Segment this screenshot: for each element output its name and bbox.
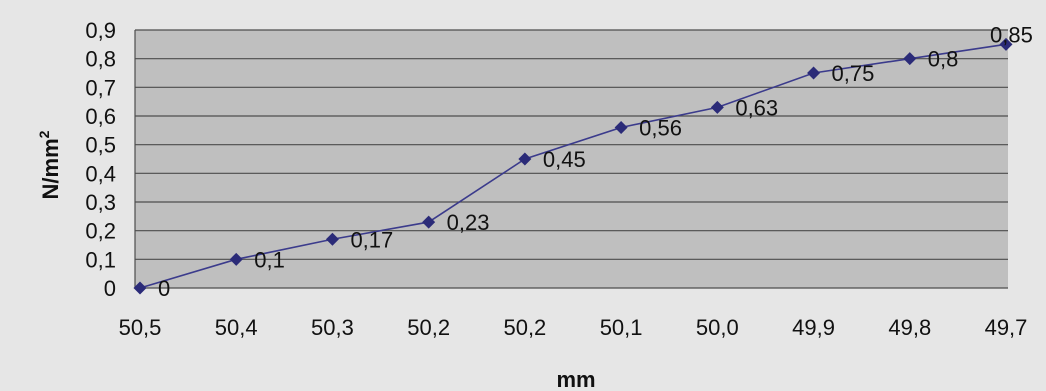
data-point-marker (807, 66, 821, 80)
gridlines (134, 29, 1008, 289)
data-point-marker (710, 100, 724, 114)
x-tick-label: 49,8 (888, 315, 931, 340)
y-axis-title-base: N/mm (38, 138, 63, 199)
data-label: 0,8 (928, 47, 959, 72)
data-label: 0,45 (543, 147, 586, 172)
x-tick-label: 49,7 (985, 315, 1028, 340)
data-label: 0,23 (447, 210, 490, 235)
y-axis-title: N/mm2 (36, 130, 63, 199)
x-tick-label: 50,0 (696, 315, 739, 340)
data-label: 0,63 (735, 95, 778, 120)
x-tick-label: 50,5 (119, 315, 162, 340)
data-label: 0,75 (832, 61, 875, 86)
data-point-marker (999, 37, 1013, 51)
y-tick-label: 0,1 (85, 247, 116, 272)
y-tick-label: 0,4 (85, 161, 116, 186)
data-label: 0,1 (254, 247, 285, 272)
x-tick-labels: 50,5 50,4 50,3 50,2 50,2 50,1 50,0 49,9 49,8 49,7 (119, 315, 1028, 340)
data-point-marker (614, 120, 628, 134)
data-point-marker (903, 52, 917, 66)
x-tick-label: 49,9 (792, 315, 835, 340)
x-axis-title: mm (556, 367, 595, 391)
y-tick-label: 0,5 (85, 133, 116, 158)
data-point-marker (229, 252, 243, 266)
y-tick-label: 0,9 (85, 18, 116, 43)
series-line (139, 43, 1007, 289)
data-point-marker (518, 152, 532, 166)
y-tick-label: 0,7 (85, 75, 116, 100)
y-tick-labels: 0 0,1 0,2 0,3 0,4 0,5 0,6 0,7 0,8 0,9 (85, 18, 116, 301)
x-tick-label: 50,4 (215, 315, 258, 340)
data-label: 0,56 (639, 115, 682, 140)
data-point-marker (133, 281, 147, 295)
plot-area (135, 30, 1008, 288)
y-axis-title-superscript: 2 (36, 130, 52, 138)
y-tick-label: 0 (104, 276, 116, 301)
y-tick-label: 0,8 (85, 47, 116, 72)
x-tick-label: 50,1 (600, 315, 643, 340)
data-markers (133, 37, 1013, 295)
data-point-marker (422, 215, 436, 229)
x-tick-label: 50,2 (503, 315, 546, 340)
y-tick-label: 0,6 (85, 104, 116, 129)
x-tick-label: 50,2 (407, 315, 450, 340)
data-label: 0,85 (990, 22, 1033, 47)
data-point-marker (325, 232, 339, 246)
data-label: 0,17 (350, 227, 393, 252)
data-label: 0 (158, 276, 170, 301)
x-tick-label: 50,3 (311, 315, 354, 340)
y-tick-label: 0,3 (85, 190, 116, 215)
data-labels: 0 0,1 0,17 0,23 0,45 0,56 0,63 0,75 0,8 0,85 (158, 22, 1033, 301)
y-tick-label: 0,2 (85, 219, 116, 244)
